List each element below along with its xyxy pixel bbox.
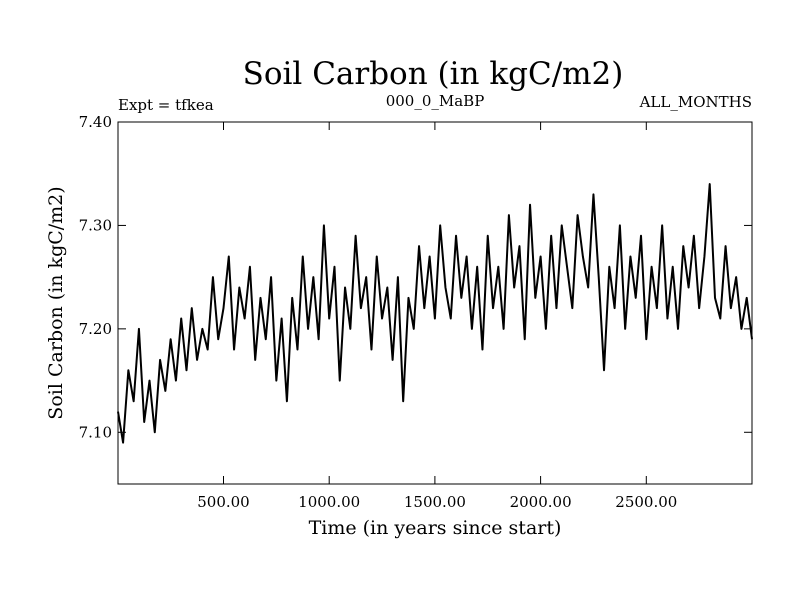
x-tick-label: 1000.00 (298, 493, 360, 511)
period-label: 000_0_MaBP (386, 92, 485, 110)
series-line-0 (117, 183, 753, 444)
y-tick-label: 7.20 (79, 320, 112, 338)
y-tick-label: 7.10 (79, 423, 112, 441)
y-tick-label: 7.30 (79, 216, 112, 234)
x-tick-label: 2000.00 (510, 493, 572, 511)
x-axis: 500.00 1000.00 1500.00 2000.00 2500.00 (197, 122, 677, 511)
x-tick-label: 2500.00 (615, 493, 677, 511)
x-tick-label: 500.00 (197, 493, 250, 511)
months-label: ALL_MONTHS (639, 93, 752, 111)
y-axis: 7.10 7.20 7.30 7.40 (79, 113, 752, 441)
x-axis-label: Time (in years since start) (309, 517, 562, 539)
experiment-label: Expt = tfkea (118, 96, 214, 114)
chart-title: Soil Carbon (in kgC/m2) (243, 56, 624, 92)
y-tick-label: 7.40 (79, 113, 112, 131)
y-axis-label: Soil Carbon (in kgC/m2) (45, 186, 67, 419)
plot-area (117, 183, 753, 444)
x-tick-label: 1500.00 (404, 493, 466, 511)
